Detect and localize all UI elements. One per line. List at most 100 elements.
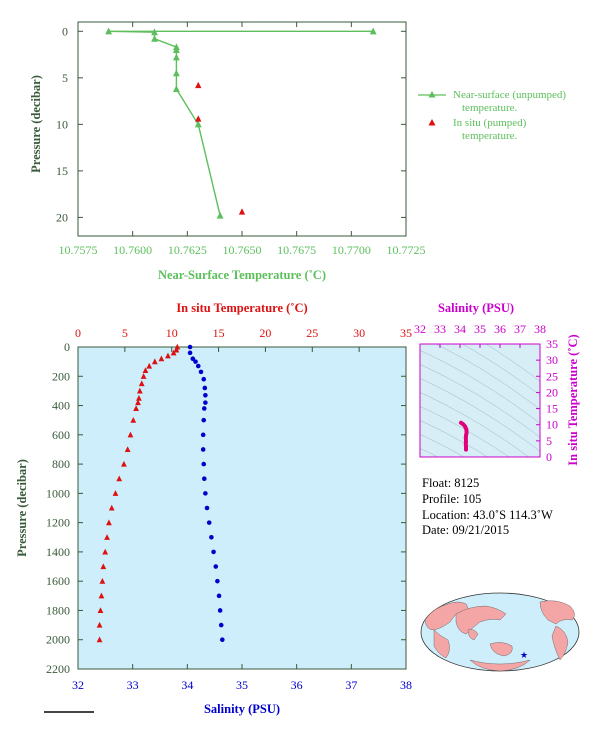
sal-tick-label: 38 [400,678,412,692]
sal-point [201,417,207,423]
info-profile: Profile: 105 [422,492,482,506]
p-tick-label: 2200 [46,662,70,676]
profile-chart: 0 5 10 15 20 25 30 35 32 33 34 35 36 37 38 0 200 400 600 80… [15,301,412,716]
sal-tick-label: 35 [236,678,248,692]
temp-tick-label: 35 [400,326,412,340]
sal-tick-label: 34 [181,678,193,692]
near-surface-series [105,27,377,219]
sal-point [200,447,206,452]
ts-sal-tick-label: 36 [494,322,506,336]
temp-point [96,621,103,628]
temp-point [136,395,142,401]
temp-point [135,399,141,406]
bottom-sal-axis-label: Salinity (PSU) [204,702,280,716]
x-tick-label: 10.7725 [387,243,426,257]
x-tick-label: 10.7675 [277,243,316,257]
density-contour [420,378,540,452]
p-tick-label: 2000 [46,633,70,647]
ts-sal-tick-label: 38 [534,322,546,336]
temp-point [151,358,158,365]
top-temp-axis-label: In situ Temperature (˚C) [176,301,307,315]
sal-point [195,363,201,369]
ts-sal-tick-label: 37 [514,322,526,336]
temp-point [121,460,127,467]
sal-point [201,376,207,382]
near-surface-ticks: 10.7575 10.7600 10.7625 10.7650 10.7675 10.77… [56,22,426,257]
temp-point [112,490,119,496]
temp-tick-label: 20 [259,326,271,340]
unpumped-point [172,85,180,93]
density-contour [420,350,540,424]
unpumped-point [151,28,158,36]
ts-temp-tick-label: 0 [546,450,552,464]
info-float: Float: 8125 [422,476,480,490]
info-date: Date: 09/21/2015 [422,523,510,537]
temp-point [130,416,137,423]
sal-tick-label: 32 [72,678,84,692]
density-contour [420,392,530,457]
map-land [424,600,575,672]
p-tick-label: 1600 [46,574,70,588]
ts-sal-tick-label: 32 [414,322,426,336]
sal-point [203,393,208,398]
near-surface-xlabel: Near-Surface Temperature (˚C) [158,268,326,282]
float-location-marker: ★ [520,650,528,660]
unpumped-point [194,120,202,128]
p-tick-label: 0 [64,340,70,354]
ts-sal-tick-label: 35 [474,322,486,336]
sal-point [201,476,207,482]
sal-tick-label: 33 [127,678,139,692]
profile-ylabel: Pressure (decibar) [15,459,29,557]
info-location: Location: 43.0˚S 114.3˚W [422,508,553,522]
ts-sal-tick-label: 33 [434,322,446,336]
temp-point [142,367,149,373]
sal-point [217,608,223,613]
density-contour [420,434,465,457]
temp-point [98,592,105,599]
ts-series [459,420,469,452]
y-tick-label: 20 [56,210,68,224]
temp-tick-label: 5 [122,326,128,340]
temp-point [127,431,134,438]
temp-point [165,352,171,359]
unpumped-point [216,211,224,219]
pumped-point [238,208,246,215]
p-tick-label: 200 [52,369,70,383]
x-tick-label: 10.7575 [59,243,98,257]
sal-point [203,400,208,405]
sal-tick-label: 36 [291,678,303,692]
y-tick-label: 10 [56,117,68,131]
temp-point [108,504,115,511]
ts-top-label: Salinity (PSU) [438,301,514,315]
p-tick-label: 1000 [46,486,70,500]
temp-point [170,349,177,356]
temp-point [133,405,139,412]
ts-plot-area [420,344,540,457]
pumped-point [195,115,202,122]
x-tick-label: 10.7600 [113,243,152,257]
sal-point [200,432,206,438]
ts-right-label: In situ Temperature (˚C) [566,334,580,465]
temp-point [99,577,106,584]
legend-unpumped-triangle [428,91,436,98]
ts-temp-tick-label: 30 [546,353,558,367]
x-tick-label: 10.7700 [332,243,371,257]
unpumped-point [172,69,180,77]
y-tick-label: 15 [56,164,68,178]
legend-unpumped-label: Near-surface (unpumped) temperature. [453,89,569,114]
ts-temp-tick-label: 35 [546,337,558,351]
density-contour [420,448,439,457]
sal-point [201,461,207,467]
sal-point [204,505,210,511]
temp-point [116,475,123,482]
sal-point [206,520,212,525]
near-surface-legend: Near-surface (unpumped) temperature. In … [418,89,569,142]
temp-tick-label: 0 [75,326,81,340]
temp-point [96,636,103,643]
profile-series [96,343,225,643]
temp-point [146,362,153,369]
temp-point [102,548,109,555]
sal-point [211,549,216,555]
footer-mark [44,711,94,713]
